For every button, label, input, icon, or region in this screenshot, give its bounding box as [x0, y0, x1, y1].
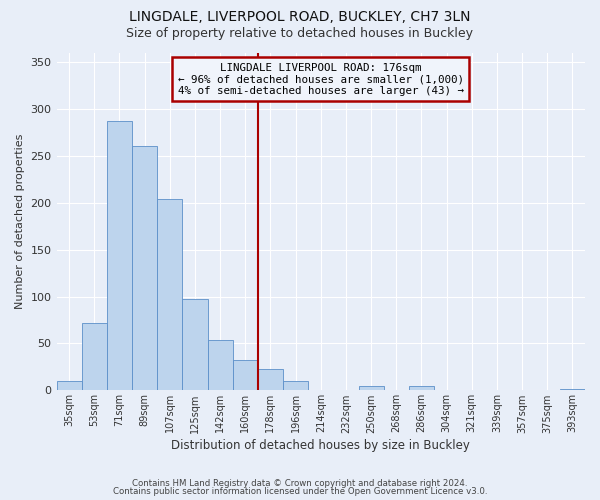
- Text: Contains HM Land Registry data © Crown copyright and database right 2024.: Contains HM Land Registry data © Crown c…: [132, 478, 468, 488]
- Bar: [208, 340, 233, 390]
- Bar: [560, 388, 585, 390]
- Y-axis label: Number of detached properties: Number of detached properties: [15, 134, 25, 309]
- Bar: [132, 146, 157, 390]
- Bar: [82, 323, 107, 390]
- X-axis label: Distribution of detached houses by size in Buckley: Distribution of detached houses by size …: [172, 440, 470, 452]
- Text: LINGDALE, LIVERPOOL ROAD, BUCKLEY, CH7 3LN: LINGDALE, LIVERPOOL ROAD, BUCKLEY, CH7 3…: [129, 10, 471, 24]
- Bar: [359, 386, 383, 390]
- Bar: [182, 300, 208, 390]
- Bar: [56, 381, 82, 390]
- Bar: [107, 121, 132, 390]
- Text: Contains public sector information licensed under the Open Government Licence v3: Contains public sector information licen…: [113, 487, 487, 496]
- Text: Size of property relative to detached houses in Buckley: Size of property relative to detached ho…: [127, 28, 473, 40]
- Bar: [258, 369, 283, 390]
- Bar: [409, 386, 434, 390]
- Bar: [157, 199, 182, 390]
- Bar: [233, 360, 258, 390]
- Bar: [283, 381, 308, 390]
- Text: LINGDALE LIVERPOOL ROAD: 176sqm
← 96% of detached houses are smaller (1,000)
4% : LINGDALE LIVERPOOL ROAD: 176sqm ← 96% of…: [178, 62, 464, 96]
